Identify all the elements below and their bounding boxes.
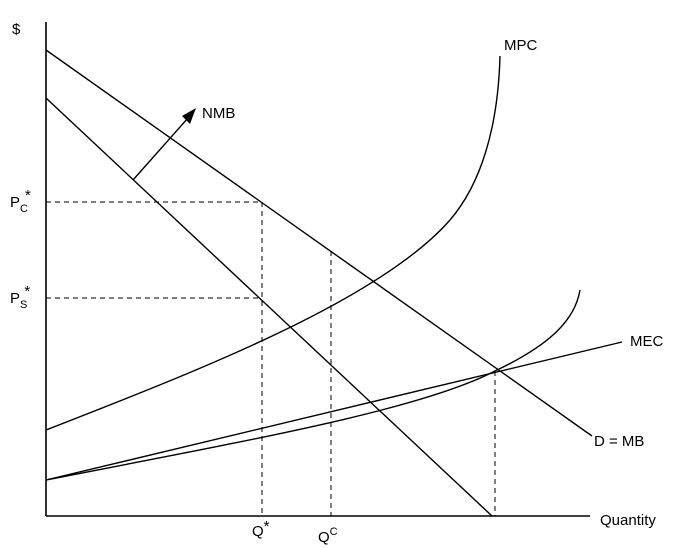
mpc-curve [45,55,501,431]
marginal-cost-curve [45,289,581,481]
nmb-arrow-shaft [132,117,189,181]
qc-label: QC [318,526,338,546]
demand-curve-label: D = MB [594,433,644,450]
mec-curve-label: MEC [630,333,664,350]
demand-curve [45,49,593,437]
q-star-label: Q* [252,518,270,540]
y-axis-label: $ [12,21,21,38]
mec-curve [45,341,623,481]
nmb-curve [45,97,493,517]
nmb-label: NMB [202,105,235,122]
pc-star-label: PC* [10,187,31,215]
nmb-arrow-head-icon [182,108,196,124]
x-axis-label: Quantity [600,512,656,529]
ps-star-label: PS* [10,283,30,311]
mpc-curve-label: MPC [504,37,538,54]
